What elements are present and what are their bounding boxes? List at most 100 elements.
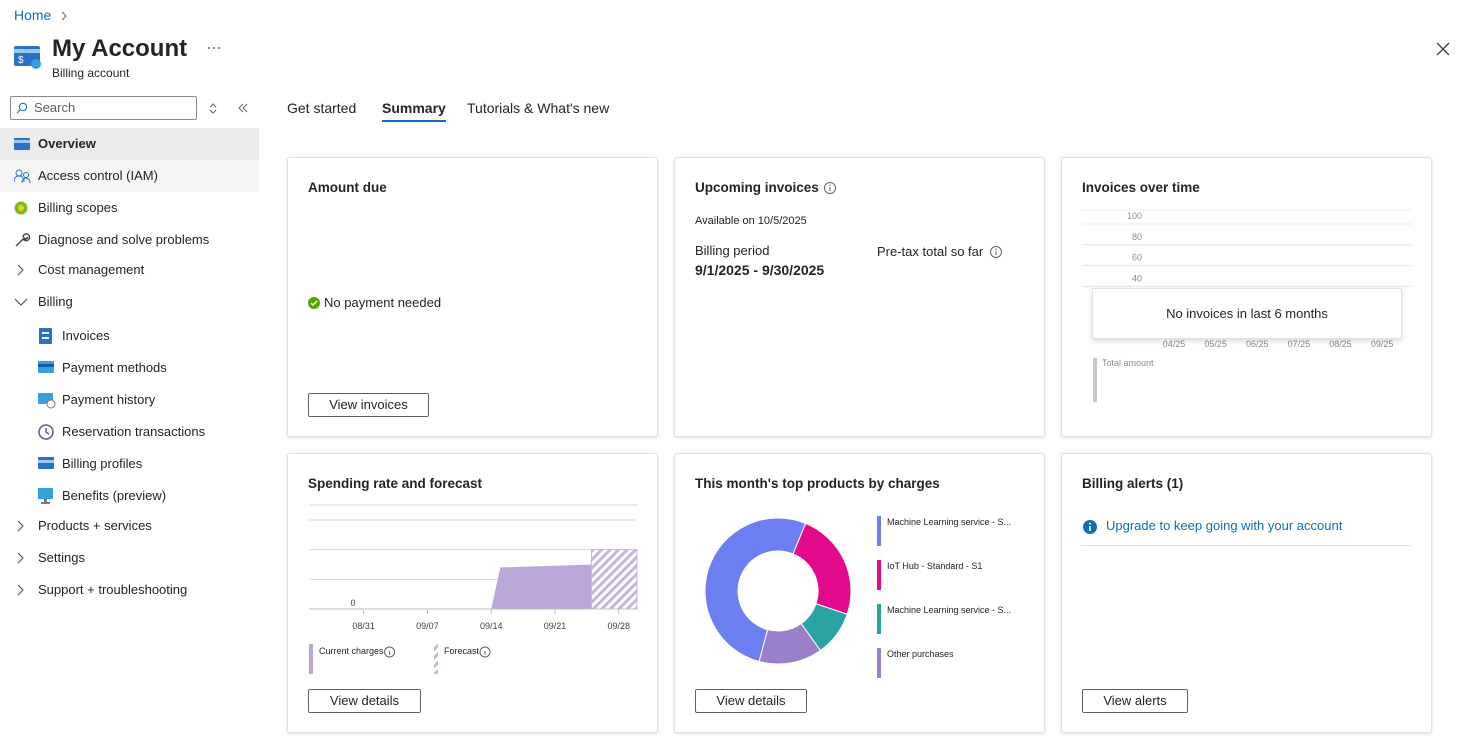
x-tick-label: 08/31 [352,621,375,631]
tab[interactable]: Get started [287,100,357,116]
card: This month's top products by charges Mac… [674,453,1045,733]
nav-label: Billing profiles [62,456,143,471]
tab-underline [382,120,446,122]
nav-label: Overview [38,136,96,151]
nav-label: Access control (IAM) [38,168,158,183]
nav-label: Reservation transactions [62,424,206,439]
breadcrumb-home[interactable]: Home [14,7,52,23]
donut-slice [792,522,852,615]
expand-chevron [17,264,24,276]
info-circle [384,646,396,658]
x-tick-label: 09/21 [544,621,567,631]
button[interactable]: View alerts [1082,689,1188,713]
info-icon [479,646,491,658]
svg-text:$: $ [18,55,24,66]
legend-swatch [434,644,438,674]
nav-item[interactable]: Billing scopes [0,192,259,224]
search-box[interactable]: Search [10,96,197,120]
pretax-label: Pre-tax total so far [877,244,984,259]
more-button[interactable] [207,46,223,50]
nav-item[interactable]: Settings [0,542,259,574]
nav-label: Settings [38,550,85,565]
status-text: No payment needed [324,295,442,310]
alert-link[interactable]: Upgrade to keep going with your account [1106,518,1343,533]
y-tick-label: 60 [1132,253,1142,263]
x-tick-label: 09/14 [480,621,503,631]
legend-swatch [877,604,881,634]
search-placeholder: Search [34,100,76,115]
info-icon [384,646,396,658]
tab[interactable]: Tutorials & What's new [467,100,610,116]
collapse-button[interactable] [237,102,249,114]
sort-button[interactable] [208,102,218,114]
nav-icon [38,393,56,409]
x-tick-label: 08/25 [1329,339,1352,349]
y-tick-label: 0 [350,598,355,608]
page-title: My Account [52,35,188,62]
nav-item[interactable]: Access control (IAM) [0,160,259,192]
nav-item[interactable]: Overview [0,128,259,160]
nav-icon [38,457,54,469]
search-icon [16,102,28,114]
card-title: Upcoming invoices [695,180,819,195]
x-tick-label: 04/25 [1163,339,1186,349]
expand-chevron [17,552,24,564]
nav-item[interactable]: Reservation transactions [0,416,259,448]
card: Billing alerts (1) Upgrade to keep going… [1061,453,1432,733]
card-title: Invoices over time [1082,180,1200,195]
card: Spending rate and forecast 0 08/31 09/07 09… [287,453,658,733]
legend-label: Forecast [444,646,480,656]
button[interactable]: View details [695,689,807,713]
available-date: Available on 10/5/2025 [695,215,807,227]
legend-label: Current charges [319,646,384,656]
legend-label: Other purchases [887,649,954,659]
info-icon[interactable] [823,181,837,195]
nav-icon [15,233,30,247]
x-tick-label: 09/28 [608,621,631,631]
card-title: Spending rate and forecast [308,476,483,491]
nav-item[interactable]: Billing [0,286,259,318]
legend-swatch [877,516,881,546]
page-subtitle: Billing account [52,66,130,80]
tab[interactable]: Summary [382,100,446,122]
button[interactable]: View invoices [308,393,429,417]
card-title: Billing alerts (1) [1082,476,1184,491]
x-tick-label: 05/25 [1204,339,1227,349]
info-circle [479,646,491,658]
invoices-chart: 40 60 80 100 04/25 05/25 06/25 07/25 08/25 09/25 T… [1082,209,1412,402]
nav-item[interactable]: Benefits (preview) [0,480,259,512]
legend-label: Total amount [1102,358,1154,368]
x-tick-label: 09/07 [416,621,439,631]
legend-label: IoT Hub - Standard - S1 [887,561,982,571]
nav-item[interactable]: Support + troubleshooting [0,574,259,606]
empty-message-box: No invoices in last 6 months [1092,288,1402,339]
nav-icon [14,138,30,150]
nav-icon [38,488,53,504]
empty-message: No invoices in last 6 months [1166,306,1328,321]
legend-label: Machine Learning service - S... [887,517,1011,527]
nav-item[interactable]: Products + services [0,510,259,542]
nav-item[interactable]: Invoices [0,320,259,352]
info-icon[interactable] [989,245,1003,259]
nav-item[interactable]: Payment methods [0,352,259,384]
nav-item[interactable]: Billing profiles [0,448,259,480]
y-tick-label: 100 [1127,211,1142,221]
nav-item[interactable]: Diagnose and solve problems [0,224,259,256]
period-value: 9/1/2025 - 9/30/2025 [695,262,825,278]
nav-label: Cost management [38,262,145,277]
card-title: Amount due [308,180,387,195]
legend-swatch [877,560,881,590]
x-tick-label: 06/25 [1246,339,1269,349]
nav-label: Invoices [62,328,110,343]
info-icon [1083,520,1097,534]
close-button[interactable] [1436,42,1450,56]
success-icon [308,297,320,309]
nav-label: Products + services [38,518,152,533]
card: Invoices over time 40 60 80 100 04/25 05/25 06… [1061,157,1432,437]
legend-label: Machine Learning service - S... [887,605,1011,615]
button[interactable]: View details [308,689,421,713]
area [590,549,638,610]
nav-item[interactable]: Cost management [0,254,259,286]
y-tick-label: 80 [1132,232,1142,242]
nav-item[interactable]: Payment history [0,384,259,416]
